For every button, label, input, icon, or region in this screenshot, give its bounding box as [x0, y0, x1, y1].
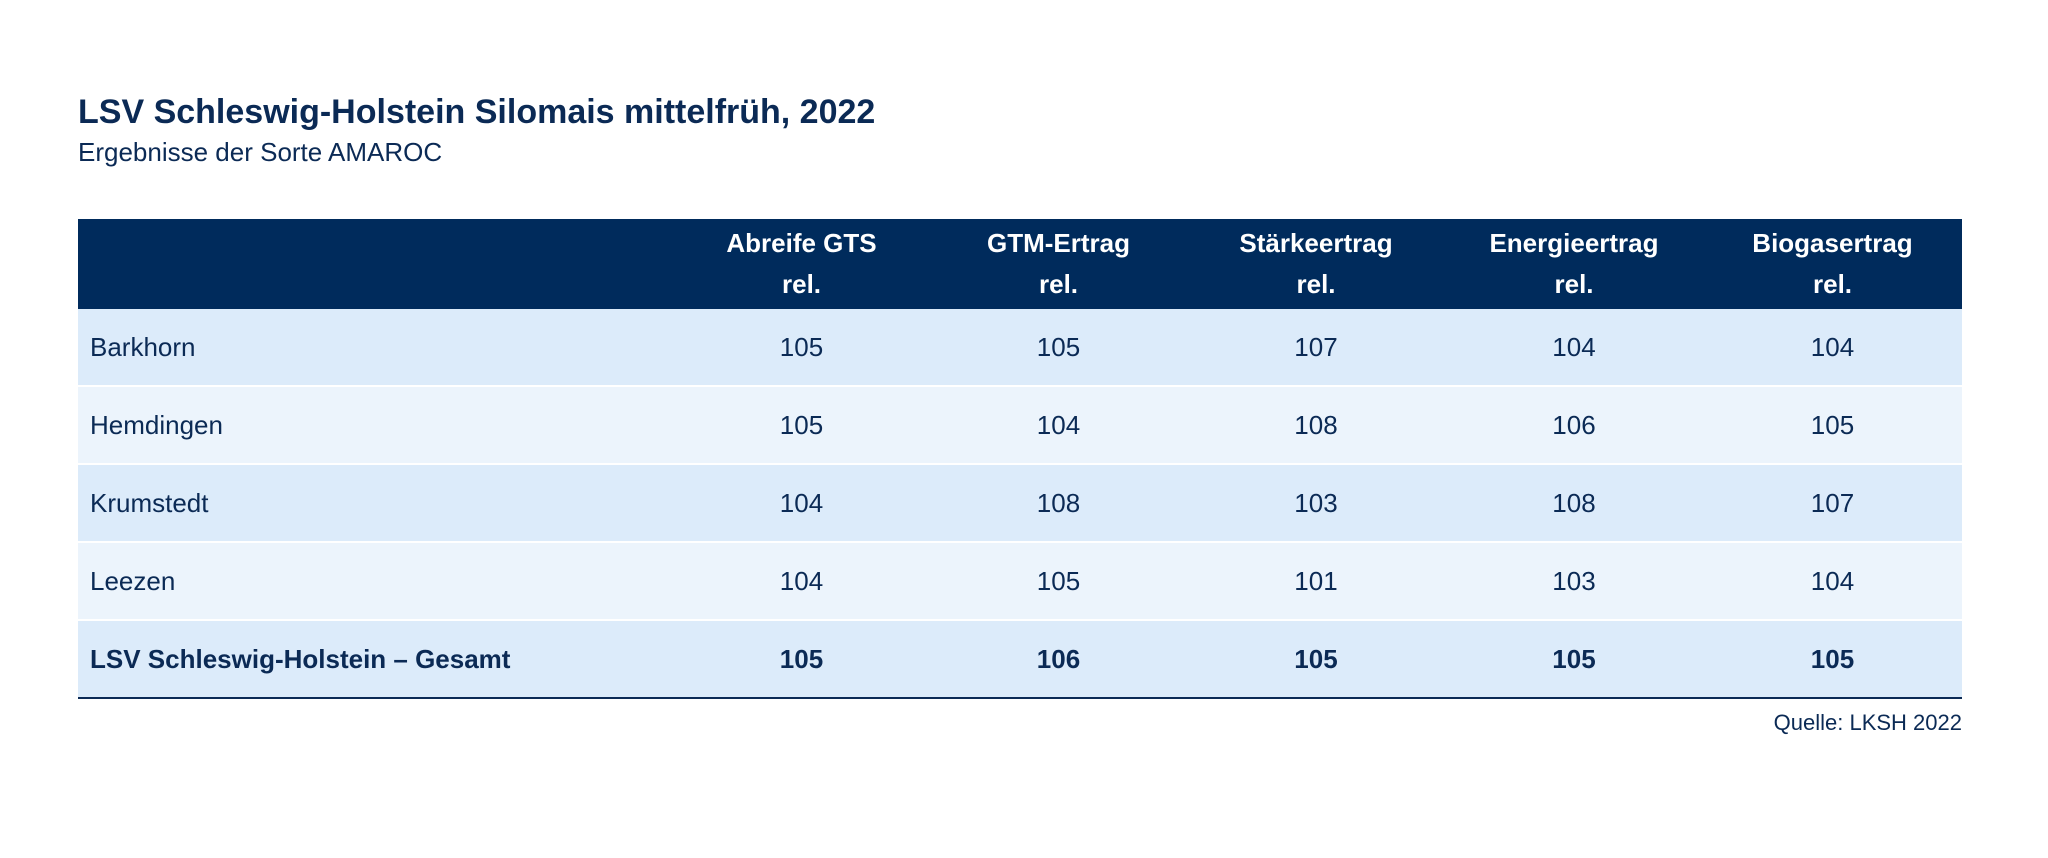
table-cell: 105 — [673, 309, 930, 387]
header-label: Stärkeertrag — [1239, 228, 1393, 258]
header-label: Abreife GTS — [726, 228, 877, 258]
table-cell: 104 — [1703, 309, 1962, 387]
header-unit: rel. — [1812, 269, 1853, 299]
table-cell: 104 — [673, 542, 930, 621]
table-cell: 104 — [1703, 542, 1962, 621]
source-note: Quelle: LKSH 2022 — [1773, 710, 1962, 735]
table-header-row: Abreife GTS rel. GTM-Ertrag rel. Stärkee… — [78, 219, 1962, 309]
total-cell: 105 — [1187, 619, 1445, 699]
row-name: Barkhorn — [78, 309, 673, 387]
table-cell: 104 — [673, 464, 930, 543]
table-row: Hemdingen 105 104 108 106 105 — [78, 386, 1962, 465]
total-cell: 105 — [1445, 619, 1703, 699]
header-cell-gtm: GTM-Ertrag rel. — [930, 219, 1187, 309]
row-name: Hemdingen — [78, 386, 673, 465]
table-cell: 101 — [1187, 542, 1445, 621]
header-label: Energieertrag — [1489, 228, 1659, 258]
header-cell-staerke: Stärkeertrag rel. — [1187, 219, 1445, 309]
chart-subtitle: Ergebnisse der Sorte AMAROC — [78, 137, 443, 167]
table-row: Leezen 104 105 101 103 104 — [78, 542, 1962, 621]
total-row-name: LSV Schleswig-Holstein – Gesamt — [78, 619, 673, 699]
table-cell: 103 — [1187, 464, 1445, 543]
total-cell: 105 — [673, 619, 930, 699]
table-cell: 107 — [1703, 464, 1962, 543]
table-cell: 105 — [673, 386, 930, 465]
table-row: Krumstedt 104 108 103 108 107 — [78, 464, 1962, 543]
header-cell-abreife: Abreife GTS rel. — [673, 219, 930, 309]
table-cell: 103 — [1445, 542, 1703, 621]
header-label: GTM-Ertrag — [987, 228, 1130, 258]
header-unit: rel. — [1038, 269, 1079, 299]
row-name: Leezen — [78, 542, 673, 621]
table-cell: 104 — [930, 386, 1187, 465]
row-name: Krumstedt — [78, 464, 673, 543]
results-table: Abreife GTS rel. GTM-Ertrag rel. Stärkee… — [78, 219, 1962, 699]
header-unit: rel. — [781, 269, 822, 299]
chart-title: LSV Schleswig-Holstein Silomais mittelfr… — [78, 93, 876, 131]
total-cell: 105 — [1703, 619, 1962, 699]
table-cell: 104 — [1445, 309, 1703, 387]
header-cell-energie: Energieertrag rel. — [1445, 219, 1703, 309]
table-cell: 106 — [1445, 386, 1703, 465]
header-cell-biogas: Biogasertrag rel. — [1703, 219, 1962, 309]
table-cell: 108 — [1187, 386, 1445, 465]
table-row: Barkhorn 105 105 107 104 104 — [78, 309, 1962, 387]
total-cell: 106 — [930, 619, 1187, 699]
header-unit: rel. — [1554, 269, 1594, 299]
table-cell: 108 — [930, 464, 1187, 543]
table-cell: 105 — [1703, 386, 1962, 465]
table-cell: 105 — [930, 542, 1187, 621]
header-unit: rel. — [1296, 269, 1336, 299]
table-cell: 107 — [1187, 309, 1445, 387]
table-cell: 108 — [1445, 464, 1703, 543]
header-cell-location — [78, 219, 673, 309]
table-figure: LSV Schleswig-Holstein Silomais mittelfr… — [78, 90, 1962, 735]
header-label: Biogasertrag — [1752, 228, 1913, 258]
table-cell: 105 — [930, 309, 1187, 387]
table-total-row: LSV Schleswig-Holstein – Gesamt 105 106 … — [78, 619, 1962, 699]
